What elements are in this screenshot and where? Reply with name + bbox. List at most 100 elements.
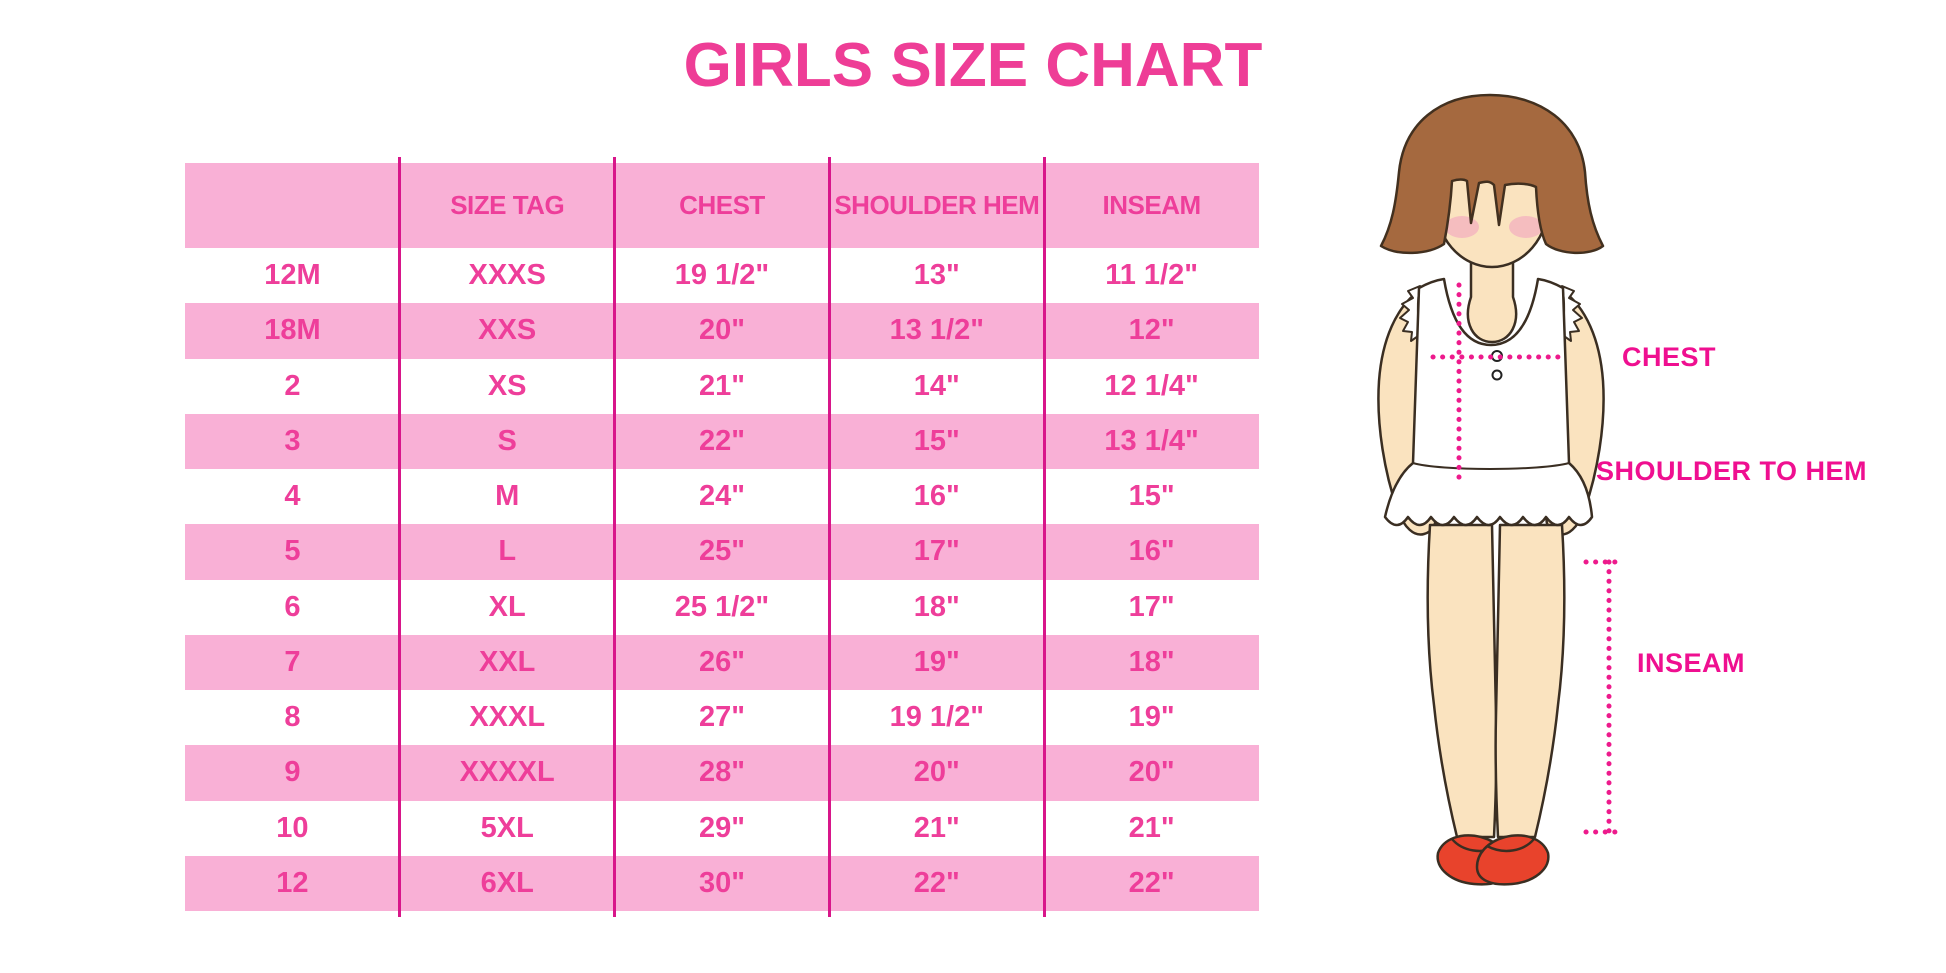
cell-size: 5	[284, 535, 301, 568]
shoulder-to-hem-label: SHOULDER TO HEM	[1596, 456, 1868, 486]
cell-size-tag: 6XL	[480, 866, 534, 899]
left-leg	[1426, 523, 1498, 839]
chest-label: CHEST	[1622, 342, 1717, 372]
cell-shoulder-hem: 14"	[913, 369, 960, 402]
left-blush	[1445, 216, 1479, 238]
table-header-row: SIZE TAG CHEST SHOULDER HEM INSEAM	[185, 163, 1259, 248]
cell-shoulder-hem: 20"	[913, 756, 960, 789]
cell-shoulder-hem: 22"	[913, 866, 960, 899]
waist-seam	[1412, 462, 1570, 470]
hair	[1379, 93, 1605, 255]
cell-chest: 27"	[698, 701, 745, 734]
table-row: 12 6XL 30" 22" 22"	[185, 855, 1259, 911]
cell-size-tag: M	[495, 480, 520, 513]
cell-size-tag: XXS	[478, 314, 537, 347]
column-divider	[398, 157, 401, 917]
cell-size: 10	[276, 811, 309, 844]
cell-size-tag: XS	[487, 369, 527, 402]
table-row: 4 M 24" 16" 15"	[185, 469, 1259, 525]
page-title: GIRLS SIZE CHART	[683, 31, 1263, 100]
cell-inseam: 11 1/2"	[1105, 259, 1198, 292]
right-leg	[1494, 523, 1566, 839]
cell-chest: 19 1/2"	[674, 259, 770, 292]
cell-size: 18M	[264, 314, 321, 347]
cell-inseam: 12 1/4"	[1104, 369, 1199, 402]
cell-chest: 24"	[698, 480, 745, 513]
column-divider	[1043, 157, 1046, 917]
right-blush	[1509, 216, 1543, 238]
cell-inseam: 13 1/4"	[1104, 424, 1199, 457]
cell-inseam: 16"	[1128, 535, 1175, 568]
neck	[1466, 241, 1518, 344]
cell-size-tag: XXXL	[469, 701, 546, 734]
table-row: 5 L 25" 17" 16"	[185, 524, 1259, 580]
right-shoe	[1475, 834, 1550, 886]
cell-shoulder-hem: 19"	[913, 645, 960, 678]
cell-chest: 25"	[698, 535, 745, 568]
header-cell-size-tag: SIZE TAG	[450, 190, 565, 220]
cell-size-tag: XXL	[478, 645, 536, 678]
dress	[1383, 277, 1594, 527]
header-cell-chest: CHEST	[679, 190, 765, 220]
cell-size: 3	[284, 424, 301, 457]
cell-size: 9	[284, 756, 301, 789]
cell-size: 12M	[264, 259, 321, 292]
cell-size: 7	[284, 645, 301, 678]
table-row: 18M XXS 20" 13 1/2" 12"	[185, 303, 1259, 359]
cell-shoulder-hem: 13"	[913, 259, 960, 292]
table-row: 10 5XL 29" 21" 21"	[185, 800, 1259, 856]
table-row: 9 XXXXL 28" 20" 20"	[185, 745, 1259, 801]
button-bottom	[1491, 369, 1503, 381]
cell-shoulder-hem: 16"	[913, 480, 960, 513]
cell-inseam: 21"	[1128, 811, 1175, 844]
cell-size: 8	[284, 701, 301, 734]
column-divider	[828, 157, 831, 917]
cell-chest: 30"	[698, 866, 745, 899]
table-row: 3 S 22" 15" 13 1/4"	[185, 413, 1259, 469]
cell-chest: 22"	[698, 424, 745, 457]
cell-size-tag: XXXXL	[459, 756, 555, 789]
table-row: 12M XXXS 19 1/2" 13" 11 1/2"	[185, 248, 1259, 304]
cell-inseam: 19"	[1128, 701, 1175, 734]
cell-chest: 25 1/2"	[674, 590, 770, 623]
cell-shoulder-hem: 18"	[913, 590, 960, 623]
cell-chest: 29"	[698, 811, 745, 844]
cell-size-tag: 5XL	[480, 811, 534, 844]
cell-chest: 28"	[698, 756, 745, 789]
cell-chest: 20"	[698, 314, 745, 347]
cell-size: 2	[284, 369, 301, 402]
cell-shoulder-hem: 19 1/2"	[889, 701, 984, 734]
header-cell-shoulder-hem: SHOULDER HEM	[834, 190, 1040, 220]
header-cell-inseam: INSEAM	[1102, 190, 1202, 220]
cell-shoulder-hem: 15"	[913, 424, 960, 457]
cell-shoulder-hem: 13 1/2"	[889, 314, 984, 347]
girl-illustration	[1377, 93, 1623, 886]
cell-size-tag: XL	[488, 590, 526, 623]
column-divider	[613, 157, 616, 917]
header-cell-blank	[185, 163, 400, 248]
cell-size: 4	[284, 480, 301, 513]
inseam-label: INSEAM	[1637, 648, 1746, 678]
cell-chest: 21"	[698, 369, 745, 402]
cell-size: 6	[284, 590, 301, 623]
table-row: 7 XXL 26" 19" 18"	[185, 634, 1259, 690]
cell-inseam: 12"	[1128, 314, 1175, 347]
cell-size-tag: L	[498, 535, 517, 568]
table-row: 2 XS 21" 14" 12 1/4"	[185, 358, 1259, 414]
table-row: 6 XL 25 1/2" 18" 17"	[185, 579, 1259, 635]
right-shoe-strap	[1486, 838, 1535, 853]
cell-size: 12	[276, 866, 309, 899]
size-table: SIZE TAG CHEST SHOULDER HEM INSEAM 12M X…	[185, 157, 1259, 917]
cell-size-tag: S	[497, 424, 517, 457]
cell-size-tag: XXXS	[468, 259, 546, 292]
cell-inseam: 22"	[1128, 866, 1175, 899]
cell-chest: 26"	[698, 645, 745, 678]
cell-shoulder-hem: 17"	[913, 535, 960, 568]
cell-shoulder-hem: 21"	[913, 811, 960, 844]
table-row: 8 XXXL 27" 19 1/2" 19"	[185, 690, 1259, 746]
cell-inseam: 20"	[1128, 756, 1175, 789]
cell-inseam: 17"	[1128, 590, 1175, 623]
cell-inseam: 18"	[1128, 645, 1175, 678]
cell-inseam: 15"	[1128, 480, 1175, 513]
